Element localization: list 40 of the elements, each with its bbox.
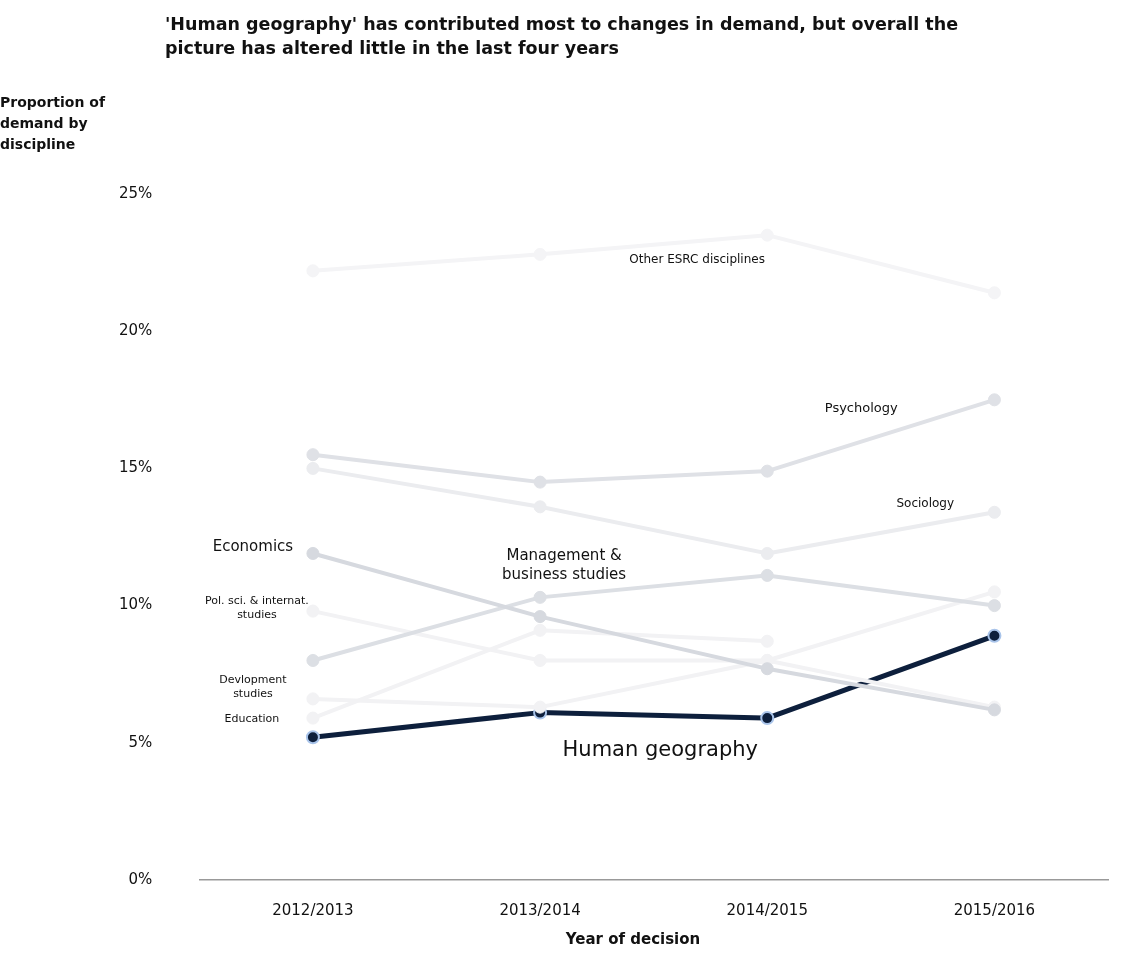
point: [306, 461, 320, 475]
text: Education: [224, 711, 280, 725]
point: [306, 546, 320, 560]
y-tick-label: 25%: [119, 183, 153, 202]
point: [760, 568, 774, 582]
point: [306, 653, 320, 667]
series-label: Other ESRC disciplines: [629, 252, 765, 267]
x-axis-title: Year of decision: [564, 930, 702, 948]
series-label: Pol. sci. & internat. studies: [204, 593, 309, 622]
point: [987, 628, 1002, 643]
point: [533, 590, 547, 604]
point: [760, 662, 774, 676]
chart-title: 'Human geography' has contributed most to changes in demand, but overall the picture has altered little in the last four years: [165, 13, 960, 60]
y-tick-label: 15%: [119, 458, 153, 477]
x-tick-label: 2014/2015: [726, 900, 808, 919]
point: [305, 730, 320, 745]
series-label: Human geography: [562, 736, 758, 761]
y-tick-label: 0%: [128, 869, 153, 888]
x-tick-label: 2012/2013: [272, 900, 354, 919]
series-label: Sociology: [896, 495, 955, 510]
point: [987, 599, 1001, 613]
series-label: Economics: [212, 537, 294, 556]
x-tick-label: 2013/2014: [499, 900, 581, 919]
point: [533, 475, 547, 489]
x-tick-label: 2015/2016: [953, 900, 1036, 919]
point: [533, 700, 547, 714]
point: [760, 711, 775, 726]
point: [533, 623, 547, 637]
y-axis-title: Proportion of demand by discipline: [0, 93, 107, 154]
y-tick-label: 5%: [128, 732, 153, 751]
series-label: Psychology: [824, 399, 899, 415]
point: [533, 610, 547, 624]
series-label: Management & business studies: [502, 545, 627, 584]
point: [306, 448, 320, 462]
point: [760, 464, 774, 478]
y-tick-label: 10%: [119, 595, 153, 614]
series-label: Devlopment studies: [219, 672, 288, 700]
point: [987, 585, 1001, 599]
y-tick-label: 20%: [119, 321, 153, 340]
point: [987, 393, 1001, 407]
